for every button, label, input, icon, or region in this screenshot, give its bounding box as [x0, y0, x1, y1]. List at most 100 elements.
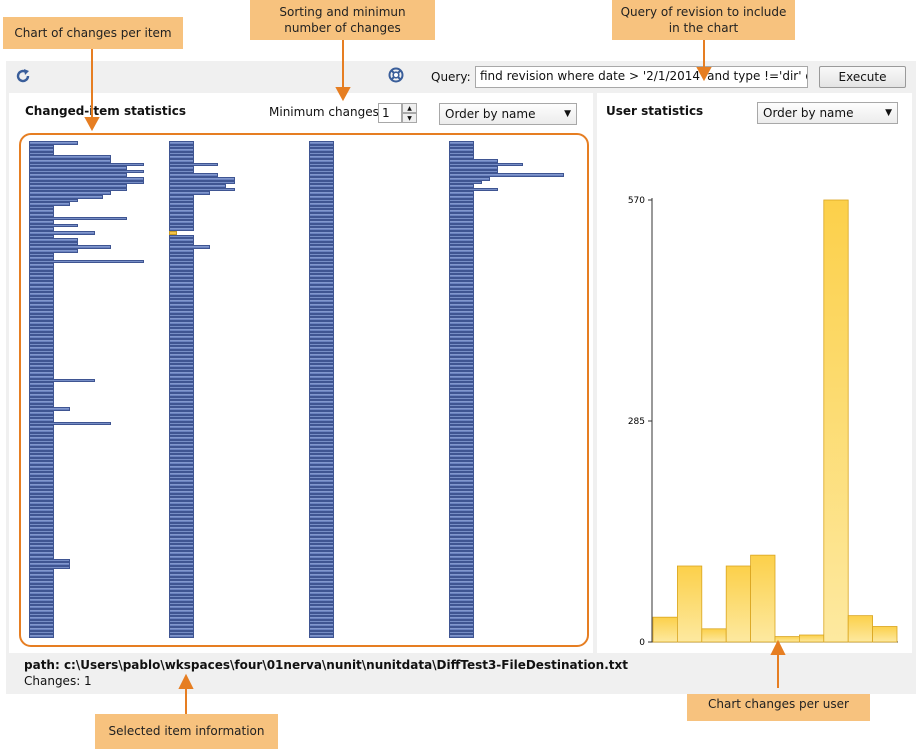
item-bar[interactable] [29, 569, 54, 573]
item-bar[interactable] [29, 227, 54, 231]
item-bar[interactable] [169, 479, 194, 483]
item-bar[interactable] [169, 515, 194, 519]
item-bar[interactable] [169, 238, 194, 242]
item-bar[interactable] [169, 454, 194, 458]
item-bar[interactable] [169, 141, 194, 145]
item-bar[interactable] [449, 630, 474, 635]
item-bar[interactable] [169, 263, 194, 267]
item-bar[interactable] [309, 256, 334, 260]
user-bar[interactable] [652, 616, 678, 643]
item-bar[interactable] [449, 259, 474, 264]
item-bar[interactable] [169, 328, 194, 332]
item-bar[interactable] [29, 526, 54, 530]
item-bar[interactable] [29, 551, 54, 555]
item-bar[interactable] [29, 231, 95, 235]
item-bar[interactable] [309, 576, 334, 581]
item-bar[interactable] [449, 169, 499, 174]
item-bar[interactable] [309, 378, 334, 383]
item-bar[interactable] [309, 234, 334, 239]
item-bar[interactable] [309, 313, 334, 318]
user-bar[interactable] [774, 636, 800, 643]
item-bar[interactable] [29, 367, 54, 372]
item-bar[interactable] [29, 173, 128, 177]
item-bar[interactable] [449, 583, 474, 588]
item-bar[interactable] [169, 457, 194, 462]
item-bar[interactable] [29, 241, 79, 246]
item-bar[interactable] [29, 166, 128, 170]
item-bar[interactable] [309, 227, 334, 231]
item-bar[interactable] [449, 342, 474, 347]
item-bar[interactable] [449, 511, 474, 516]
item-bar[interactable] [309, 400, 334, 404]
item-bar[interactable] [449, 288, 474, 293]
item-bar[interactable] [169, 306, 194, 311]
item-bar[interactable] [29, 331, 54, 336]
item-bar[interactable] [309, 573, 334, 577]
item-bar[interactable] [29, 475, 54, 480]
item-bar[interactable] [449, 393, 474, 397]
item-bar[interactable] [449, 310, 474, 314]
item-bar[interactable] [309, 630, 334, 635]
item-bar[interactable] [169, 565, 194, 570]
item-bar[interactable] [29, 407, 70, 411]
item-bar[interactable] [29, 619, 54, 624]
item-bar[interactable] [309, 371, 334, 375]
item-bar[interactable] [29, 439, 54, 444]
item-bar[interactable] [309, 432, 334, 437]
item-bar[interactable] [449, 277, 474, 282]
item-bar[interactable] [449, 249, 474, 253]
item-bar[interactable] [169, 155, 194, 159]
item-bar[interactable] [169, 249, 194, 253]
item-bar[interactable] [169, 537, 194, 541]
item-bar[interactable] [169, 202, 194, 206]
item-bar[interactable] [169, 367, 194, 372]
item-bar[interactable] [309, 213, 334, 217]
item-bar[interactable] [309, 339, 334, 343]
item-bar[interactable] [449, 493, 474, 498]
item-bar[interactable] [29, 191, 111, 195]
item-bar[interactable] [169, 414, 194, 419]
item-bar[interactable] [309, 349, 334, 354]
item-bar[interactable] [29, 364, 54, 368]
item-bar[interactable] [29, 522, 54, 527]
item-bar[interactable] [169, 403, 194, 408]
item-bar[interactable] [169, 475, 194, 480]
item-bar[interactable] [449, 216, 474, 221]
item-bar[interactable] [29, 443, 54, 447]
item-bar[interactable] [169, 349, 194, 354]
item-bar[interactable] [309, 281, 334, 285]
item-bar[interactable] [309, 342, 334, 347]
item-bar[interactable] [449, 540, 474, 545]
item-bar[interactable] [309, 364, 334, 368]
item-bar[interactable] [169, 270, 194, 275]
item-bar[interactable] [169, 421, 194, 426]
item-bar[interactable] [169, 303, 194, 307]
item-bar[interactable] [169, 547, 194, 552]
item-bar[interactable] [29, 540, 54, 545]
item-bar[interactable] [169, 436, 194, 440]
item-bar[interactable] [449, 299, 474, 303]
item-bar[interactable] [169, 587, 194, 591]
item-bar[interactable] [309, 263, 334, 267]
item-bar[interactable] [449, 187, 499, 192]
item-bar[interactable] [29, 414, 54, 419]
item-bar[interactable] [169, 313, 194, 318]
item-bar[interactable] [29, 605, 54, 609]
item-bar[interactable] [449, 382, 474, 386]
item-bar[interactable] [449, 270, 474, 275]
item-bar[interactable] [309, 180, 334, 185]
item-bar[interactable] [449, 148, 474, 152]
item-bar[interactable] [309, 454, 334, 458]
item-bar[interactable] [29, 486, 54, 491]
item-bar[interactable] [169, 335, 194, 339]
item-bar[interactable] [169, 245, 210, 249]
item-bar[interactable] [29, 447, 54, 451]
item-bar[interactable] [449, 245, 474, 249]
item-bar[interactable] [309, 375, 334, 379]
item-bar[interactable] [29, 616, 54, 620]
item-bar[interactable] [29, 148, 54, 152]
item-bar[interactable] [169, 555, 194, 559]
item-bar[interactable] [169, 166, 194, 170]
item-bar[interactable] [169, 382, 194, 386]
item-bar[interactable] [309, 231, 334, 235]
